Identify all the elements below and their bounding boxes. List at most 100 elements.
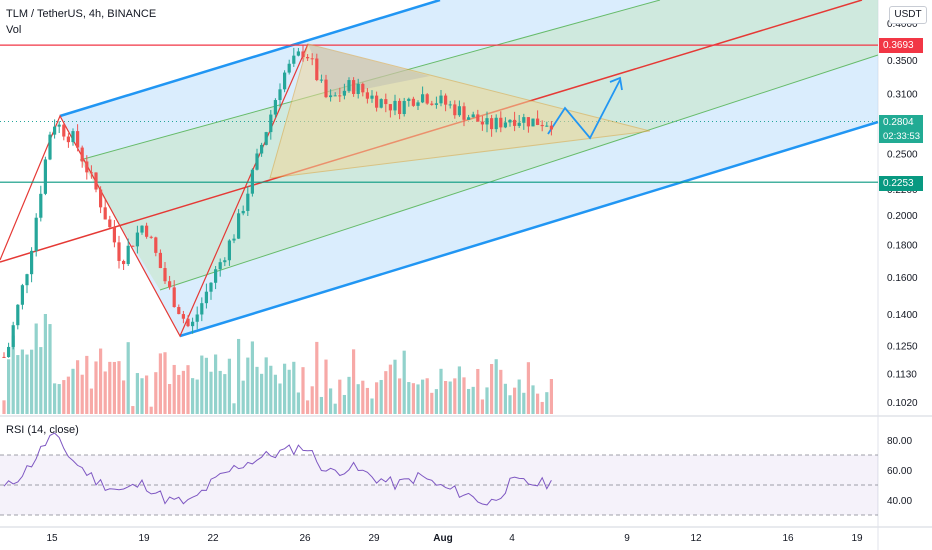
- volume-bar: [246, 357, 250, 414]
- volume-bar: [287, 369, 291, 414]
- volume-bar: [131, 406, 135, 414]
- candle-body: [145, 225, 149, 237]
- candle-body: [39, 193, 43, 218]
- volume-bar: [283, 363, 287, 414]
- volume-bar: [434, 389, 438, 414]
- volume-bar: [421, 379, 425, 414]
- volume-bar: [145, 375, 149, 414]
- volume-bar: [71, 368, 75, 414]
- inner-lower-line: [159, 54, 879, 291]
- volume-bar: [306, 400, 310, 414]
- volume-bar: [99, 348, 103, 414]
- volume-bar: [503, 383, 507, 414]
- rsi-tick-label: 60.00: [887, 466, 912, 477]
- candle-body: [89, 172, 93, 174]
- candle-body: [329, 95, 333, 98]
- volume-bar: [430, 392, 434, 414]
- projection-path: [547, 79, 621, 140]
- candle-body: [117, 242, 121, 261]
- candle-body: [292, 55, 296, 64]
- candle-body: [494, 117, 498, 130]
- candle-body: [135, 232, 139, 247]
- volume-bar: [34, 323, 38, 414]
- candle-body: [264, 132, 268, 145]
- volume-bar: [108, 361, 112, 414]
- volume-bar: [315, 341, 319, 414]
- candle-body: [80, 147, 84, 162]
- current-price-label: 0.2804: [879, 115, 923, 130]
- time-tick-label: 29: [368, 533, 380, 544]
- volume-bar: [195, 379, 199, 414]
- candle-body: [99, 189, 103, 208]
- candle-body: [283, 72, 287, 90]
- volume-bar: [513, 387, 517, 414]
- volume-bar: [181, 370, 185, 414]
- candle-body: [186, 318, 190, 327]
- time-tick-label: 15: [46, 533, 58, 544]
- volume-bar: [540, 401, 544, 414]
- currency-button[interactable]: USDT: [889, 6, 927, 24]
- candle-body: [168, 281, 172, 288]
- volume-bar: [329, 388, 333, 414]
- price-tick-label: 0.4000: [887, 19, 918, 30]
- time-tick-label: 4: [509, 533, 515, 544]
- volume-bar: [549, 379, 553, 414]
- volume-indicator-label[interactable]: Vol: [6, 24, 22, 36]
- drawings: [0, 0, 879, 338]
- candles: [2, 45, 553, 359]
- candle-body: [232, 238, 236, 241]
- candle-body: [513, 119, 517, 126]
- rsi-indicator-label[interactable]: RSI (14, close): [6, 424, 79, 436]
- candle-body: [43, 159, 47, 194]
- candle-body: [25, 274, 29, 286]
- volume-bar: [296, 392, 300, 414]
- candle-body: [103, 207, 107, 220]
- projection-arrowhead: [609, 76, 623, 91]
- candle-body: [352, 80, 356, 94]
- candle-body: [301, 51, 305, 57]
- candle-body: [457, 106, 461, 116]
- candle-body: [11, 325, 15, 347]
- candle-body: [319, 79, 323, 81]
- symbol-title[interactable]: TLM / TetherUS, 4h, BINANCE: [6, 8, 157, 20]
- volume-bar: [347, 376, 351, 414]
- candle-body: [112, 227, 116, 243]
- time-tick-label: 19: [851, 533, 863, 544]
- volume-bar: [191, 378, 195, 414]
- volume-bar: [218, 370, 222, 414]
- candle-body: [76, 131, 80, 148]
- candle-body: [71, 131, 75, 143]
- volume-bar: [154, 372, 158, 414]
- time-tick-label: 19: [138, 533, 150, 544]
- volume-bar: [25, 354, 29, 414]
- volume-bar: [94, 361, 98, 414]
- candle-body: [177, 307, 181, 315]
- candle-body: [108, 219, 112, 228]
- volume-bar: [393, 359, 397, 414]
- volume-bar: [375, 382, 379, 414]
- candle-body: [499, 117, 503, 128]
- volume-bar: [126, 342, 130, 414]
- candle-body: [490, 118, 494, 130]
- volume-bar: [223, 374, 227, 414]
- volume-bar: [338, 379, 342, 414]
- candle-body: [462, 106, 466, 120]
- volume-bar: [39, 347, 43, 414]
- volume-bar: [232, 403, 236, 414]
- candle-body: [204, 291, 208, 304]
- volume-bar: [16, 355, 20, 414]
- volume-bar: [135, 373, 139, 414]
- volume-bar: [490, 364, 494, 414]
- volume-bar: [545, 392, 549, 414]
- candle-body: [241, 210, 245, 214]
- candle-body: [545, 125, 549, 127]
- candle-body: [338, 95, 342, 97]
- volume-bar: [508, 395, 512, 414]
- candle-body: [158, 252, 162, 269]
- volume-bar: [319, 396, 323, 414]
- candle-body: [398, 100, 402, 115]
- candle-body: [209, 282, 213, 292]
- candle-body: [522, 117, 526, 123]
- candle-body: [246, 193, 250, 211]
